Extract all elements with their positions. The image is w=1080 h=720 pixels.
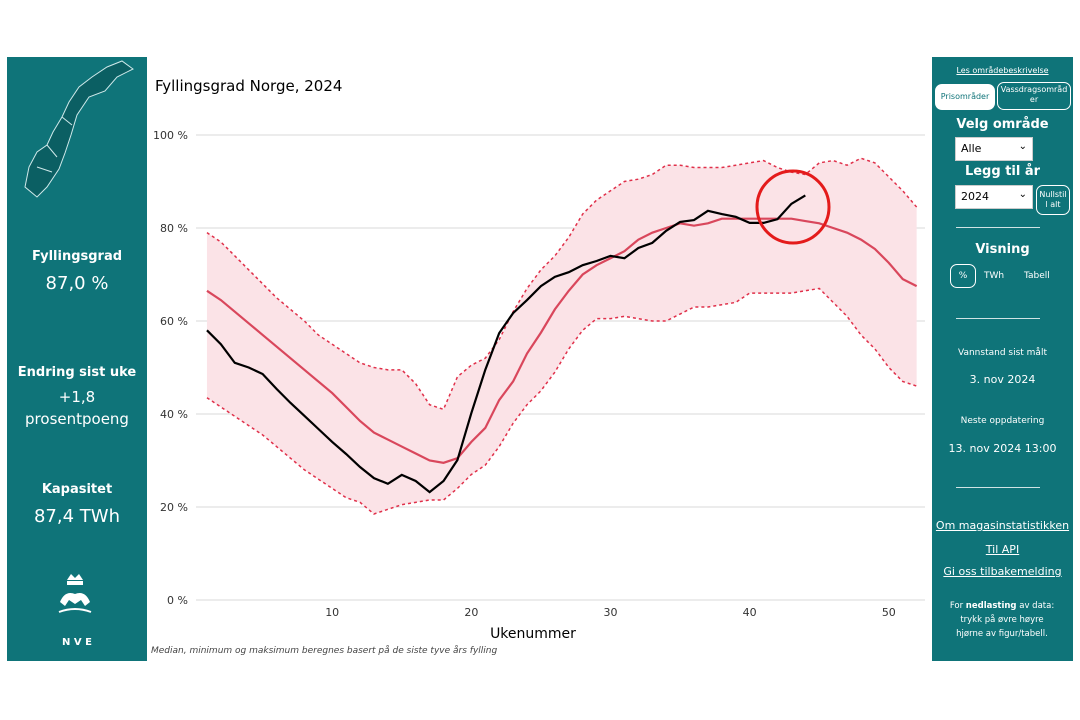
left-panel: Fyllingsgrad 87,0 % Endring sist uke +1,… — [7, 57, 147, 661]
link[interactable]: Til API — [985, 543, 1020, 556]
capacity-label: Kapasitet — [41, 482, 113, 497]
download-bold: nedlasting — [965, 601, 1017, 611]
x-axis-label: Ukenummer — [490, 626, 576, 642]
chart-title: Fyllingsgrad Norge, 2024 — [155, 77, 342, 95]
tab-price[interactable]: Prisområder — [935, 84, 995, 110]
view-heading: Visning — [975, 242, 1030, 257]
y-tick-label: 80 % — [160, 222, 188, 235]
tab-watershed[interactable]: Vassdragsområder — [997, 82, 1071, 110]
x-tick-label: 50 — [882, 606, 896, 619]
range-band — [206, 158, 917, 514]
logo — [58, 574, 92, 613]
chart: Fyllingsgrad Norge, 2024 Ukenummer Media… — [151, 77, 925, 656]
norway-map — [24, 60, 134, 198]
fill-label: Fyllingsgrad — [31, 249, 123, 264]
y-tick-label: 20 % — [160, 501, 188, 514]
fill-value: 87,0 % — [45, 273, 109, 294]
download-pre: For — [949, 601, 964, 611]
logo-text: N V E — [62, 637, 92, 648]
area-select[interactable]: Alle ⌄ — [955, 137, 1033, 161]
download-note: For nedlasting av data: trykk på øvre hø… — [946, 599, 1058, 641]
year-value: 2024 — [961, 190, 989, 203]
link[interactable]: Gi oss tilbakemelding — [943, 565, 1062, 578]
year-heading: Legg til år — [964, 164, 1041, 179]
measured-value: 3. nov 2024 — [969, 373, 1036, 386]
year-select[interactable]: 2024 ⌄ — [955, 185, 1033, 209]
x-tick-label: 10 — [325, 606, 339, 619]
view-percent[interactable]: % — [950, 264, 976, 288]
area-value: Alle — [961, 142, 982, 155]
divider — [956, 318, 1040, 319]
measured-label: Vannstand sist målt — [958, 348, 1047, 358]
view-twh[interactable]: TWh — [984, 271, 1005, 281]
series-line — [206, 194, 806, 494]
divider — [956, 487, 1040, 488]
capacity-value: 87,4 TWh — [33, 506, 120, 527]
y-tick-label: 60 % — [160, 315, 188, 328]
series-line — [206, 287, 917, 515]
y-tick-label: 100 % — [153, 129, 188, 142]
change-unit: prosentpoeng — [25, 410, 129, 428]
x-tick-label: 30 — [604, 606, 618, 619]
area-heading: Velg område — [956, 117, 1049, 132]
x-tick-label: 40 — [743, 606, 757, 619]
link[interactable]: Om magasinstatistikken — [935, 519, 1070, 532]
x-tick-label: 20 — [464, 606, 478, 619]
next-label: Neste oppdatering — [960, 416, 1045, 426]
reset-button[interactable]: Nullstill alt — [1036, 185, 1070, 215]
area-link[interactable]: Les områdebeskrivelse — [956, 66, 1049, 75]
download-post: av data: trykk på øvre høyre hjørne av f… — [956, 601, 1055, 639]
y-tick-label: 40 % — [160, 408, 188, 421]
y-tick-label: 0 % — [167, 594, 188, 607]
next-value: 13. nov 2024 13:00 — [948, 442, 1057, 455]
right-panel: Les områdebeskrivelse Prisområder Vassdr… — [932, 57, 1073, 661]
divider — [956, 227, 1040, 228]
footnote: Median, minimum og maksimum beregnes bas… — [151, 645, 497, 656]
change-label: Endring sist uke — [17, 365, 137, 380]
view-table[interactable]: Tabell — [1024, 271, 1050, 281]
change-value: +1,8 — [58, 388, 96, 406]
